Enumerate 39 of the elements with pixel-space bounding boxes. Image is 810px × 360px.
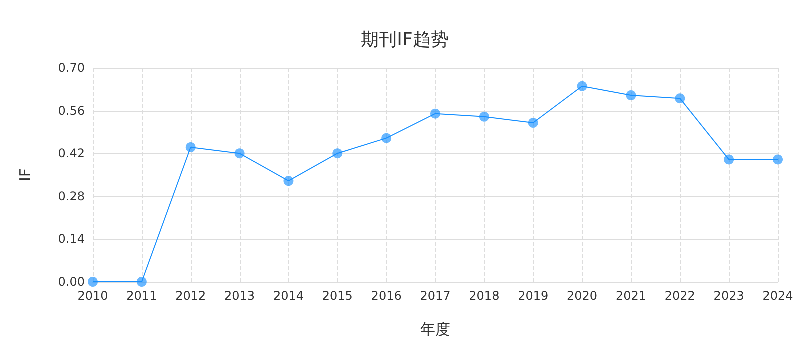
point <box>136 277 147 287</box>
x-tick-label: 2022 <box>664 289 696 303</box>
y-tick-label: 0.70 <box>58 61 85 75</box>
x-axis-title: 年度 <box>420 320 450 338</box>
x-tick-label: 2020 <box>567 289 598 303</box>
chart-title: 期刊IF趋势 <box>361 30 449 50</box>
y-tick-label: 0.56 <box>58 104 85 118</box>
x-tick-label: 2014 <box>273 289 304 303</box>
x-tick-label: 2015 <box>322 289 353 303</box>
y-tick-label: 0.42 <box>58 146 85 161</box>
x-tick-label: 2023 <box>714 289 744 303</box>
point <box>284 176 294 186</box>
point <box>332 148 343 159</box>
x-tick-label: 2017 <box>420 289 451 303</box>
x-tick-label: 2018 <box>469 289 500 303</box>
x-tick-label: 2012 <box>176 289 206 303</box>
point <box>626 90 636 101</box>
point <box>577 81 588 92</box>
y-tick-label: 0.28 <box>58 189 85 204</box>
x-tick-label: 2010 <box>78 289 108 303</box>
point <box>88 277 98 287</box>
x-tick-label: 2024 <box>762 289 794 303</box>
x-tick-label: 2016 <box>371 289 402 303</box>
point <box>773 154 783 165</box>
y-tick-label: 0.14 <box>58 232 85 246</box>
point <box>234 148 245 159</box>
point <box>186 142 196 152</box>
y-tick-label: 0.00 <box>58 275 85 289</box>
point <box>528 118 538 128</box>
x-tick-label: 2013 <box>224 289 256 303</box>
point <box>675 94 686 104</box>
y-axis-title: IF <box>16 168 34 182</box>
point <box>382 133 392 144</box>
x-tick-label: 2021 <box>616 289 646 303</box>
point <box>724 154 734 165</box>
x-tick-label: 2019 <box>518 289 549 303</box>
x-tick-label: 2011 <box>126 289 158 303</box>
point <box>430 108 440 119</box>
point <box>479 112 490 122</box>
